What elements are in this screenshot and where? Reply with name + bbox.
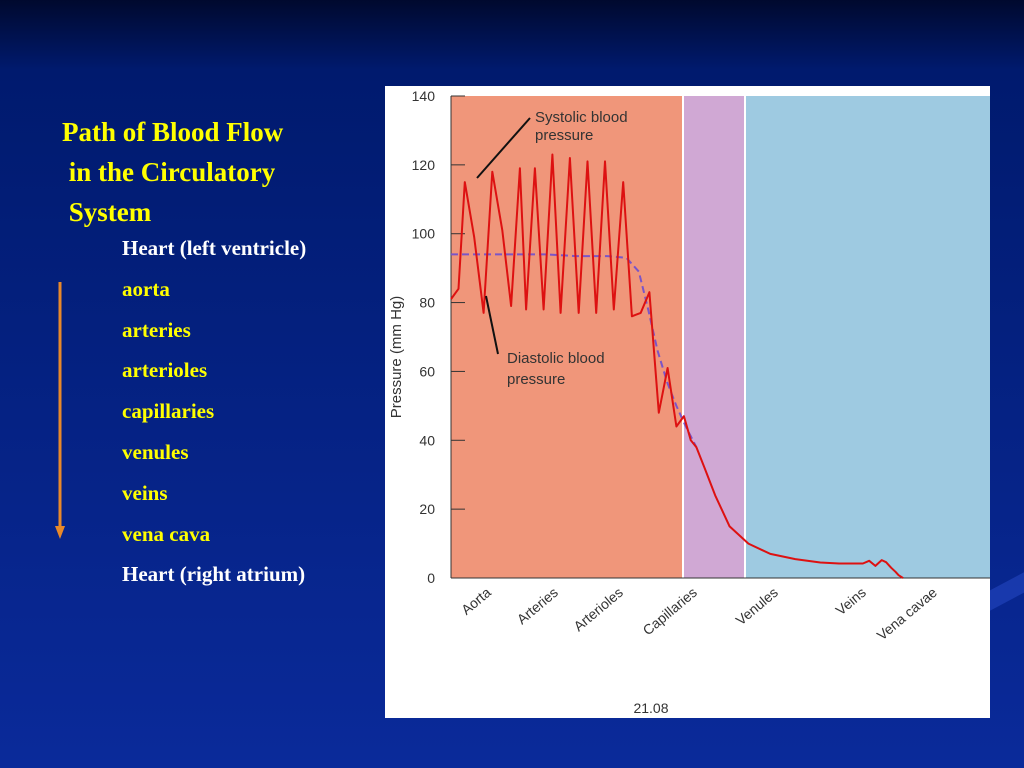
step-veins: veins — [122, 480, 168, 505]
x-category-label: Arterioles — [570, 584, 626, 634]
y-tick-label: 20 — [419, 501, 435, 517]
systolic-pointer — [476, 117, 531, 179]
flow-steps-list: Heart (left ventricle) aorta arteries ar… — [122, 231, 306, 598]
x-category-label: Aorta — [458, 584, 494, 618]
systolic-label: pressure — [535, 127, 593, 144]
y-tick-label: 60 — [419, 363, 435, 379]
title-line-2: in the Circulatory — [62, 157, 276, 187]
step-heart-left-ventricle: Heart (left ventricle) — [122, 236, 307, 260]
title-line-1: Path of Blood Flow — [62, 117, 284, 147]
y-tick-label: 80 — [419, 295, 435, 311]
x-category-label: Vena cavae — [874, 584, 941, 643]
pressure-line — [450, 153, 904, 579]
step-arteries: arteries — [122, 317, 191, 342]
blood-pressure-chart: 0 20 40 60 80 100 120 140 Pressure (mm Hg) Aorta A… — [385, 86, 990, 718]
y-tick-label: 120 — [412, 157, 436, 173]
y-tick-label: 40 — [419, 432, 435, 448]
title-line-3: System — [62, 197, 152, 227]
systolic-label: Systolic blood — [535, 109, 628, 126]
step-arterioles: arterioles — [122, 358, 208, 383]
step-aorta: aorta — [122, 276, 170, 301]
x-category-label: Arteries — [514, 584, 561, 627]
chart-svg: 0 20 40 60 80 100 120 140 Pressure (mm Hg) Aorta A… — [388, 88, 990, 716]
y-axis-label: Pressure (mm Hg) — [388, 296, 405, 419]
step-heart-right-atrium: Heart (right atrium) — [122, 562, 306, 587]
region-arterial — [451, 96, 683, 578]
diastolic-label: Diastolic blood — [507, 350, 605, 367]
x-category-label: Veins — [832, 584, 869, 618]
step-capillaries: capillaries — [122, 399, 215, 424]
step-vena-cava: vena cava — [122, 521, 211, 546]
x-category-label: Venules — [732, 584, 780, 628]
slide-title: Path of Blood Flow in the Circulatory Sy… — [62, 112, 382, 232]
x-category-label: Capillaries — [640, 584, 700, 638]
diastolic-label: pressure — [507, 371, 565, 388]
mean-pressure-line — [451, 253, 698, 448]
region-venous — [745, 96, 990, 578]
step-venules: venules — [122, 439, 189, 464]
y-tick-label: 140 — [412, 88, 436, 104]
y-tick-label: 0 — [427, 570, 435, 586]
diastolic-pointer — [485, 295, 499, 355]
y-tick-label: 100 — [412, 226, 436, 242]
region-capillary — [683, 96, 745, 578]
figure-label: 21.08 — [633, 700, 668, 716]
arrow-down-icon — [54, 282, 66, 540]
